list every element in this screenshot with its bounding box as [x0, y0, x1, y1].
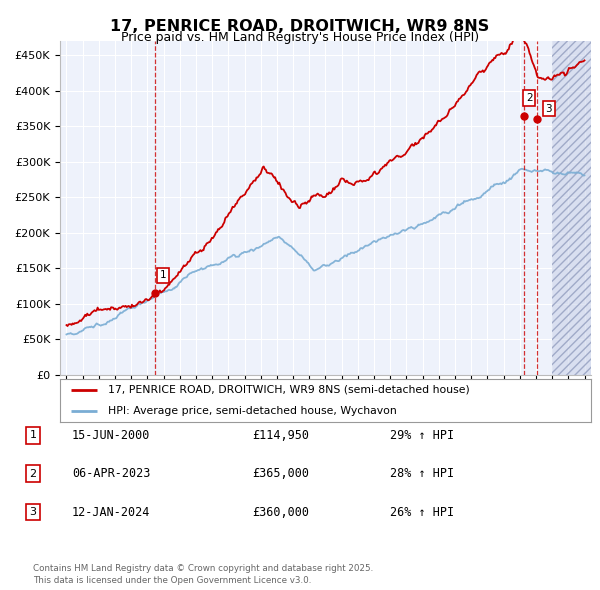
Text: 15-JUN-2000: 15-JUN-2000 [72, 429, 151, 442]
Text: £114,950: £114,950 [252, 429, 309, 442]
Text: £360,000: £360,000 [252, 506, 309, 519]
Bar [552, 41, 591, 375]
Bar [552, 41, 591, 375]
Text: Price paid vs. HM Land Registry's House Price Index (HPI): Price paid vs. HM Land Registry's House … [121, 31, 479, 44]
Text: £365,000: £365,000 [252, 467, 309, 480]
Text: 26% ↑ HPI: 26% ↑ HPI [390, 506, 454, 519]
Text: 12-JAN-2024: 12-JAN-2024 [72, 506, 151, 519]
Text: 28% ↑ HPI: 28% ↑ HPI [390, 467, 454, 480]
Text: 3: 3 [545, 104, 552, 114]
Text: HPI: Average price, semi-detached house, Wychavon: HPI: Average price, semi-detached house,… [108, 407, 397, 416]
Text: 06-APR-2023: 06-APR-2023 [72, 467, 151, 480]
Text: 29% ↑ HPI: 29% ↑ HPI [390, 429, 454, 442]
Text: 3: 3 [29, 507, 37, 517]
Text: 1: 1 [29, 431, 37, 440]
Text: 17, PENRICE ROAD, DROITWICH, WR9 8NS (semi-detached house): 17, PENRICE ROAD, DROITWICH, WR9 8NS (se… [108, 385, 470, 395]
Text: 1: 1 [160, 270, 166, 280]
Text: 17, PENRICE ROAD, DROITWICH, WR9 8NS: 17, PENRICE ROAD, DROITWICH, WR9 8NS [110, 19, 490, 34]
Text: 2: 2 [29, 469, 37, 478]
Text: Contains HM Land Registry data © Crown copyright and database right 2025.
This d: Contains HM Land Registry data © Crown c… [33, 565, 373, 585]
Text: 2: 2 [526, 93, 532, 103]
